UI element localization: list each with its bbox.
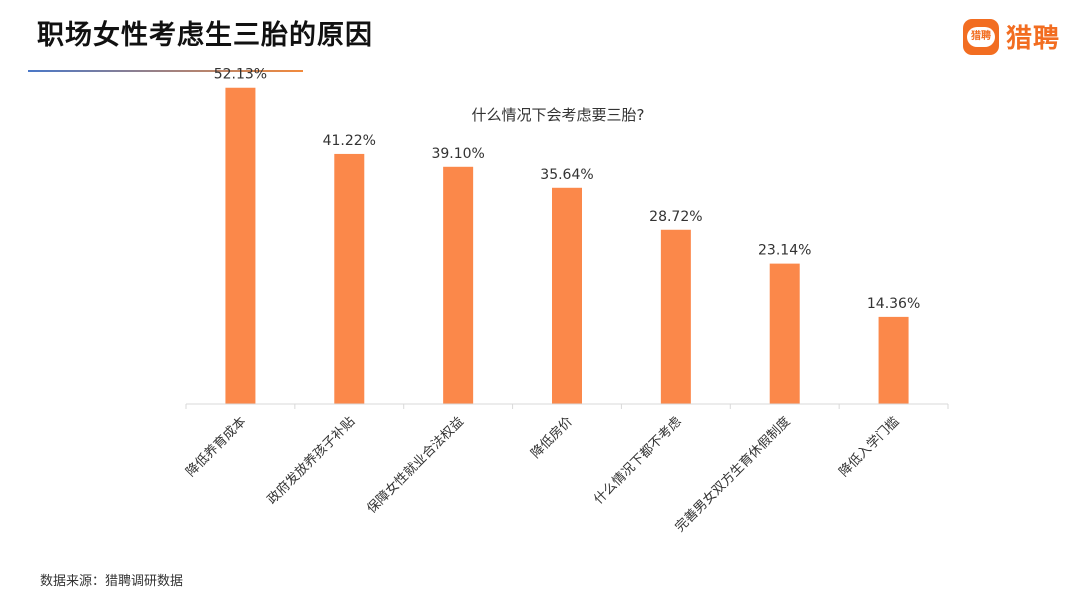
bar [552,187,582,404]
category-label: 降低养育成本 [183,414,249,480]
bar-value-label: 39.10% [431,146,484,162]
bar [878,316,909,404]
category-label: 政府发放养孩子补贴 [264,414,358,508]
category-label: 完善男女双方生育休假制度 [672,414,794,536]
category-label: 降低房价 [528,414,576,462]
source-note: 数据来源：猎聘调研数据 [40,574,184,589]
bar [334,153,365,404]
bars-layer [225,87,909,405]
brand-badge-icon: 猎聘 [962,18,999,55]
bar-value-label: 41.22% [323,133,376,149]
bar-value-label: 23.14% [758,243,811,259]
category-label: 什么情况下都不考虑 [591,414,684,507]
bar [225,87,256,405]
x-axis-ticks [185,404,949,409]
bar-value-label: 14.36% [867,296,920,312]
category-labels-layer: 降低养育成本 政府发放养孩子补贴 保障女性就业合法权益 降低房价 什么情况下都不考虑完善… [183,414,903,536]
chart-title: 什么情况下会考虑要三胎? [472,106,645,124]
bar-chart: 什么情况下会考虑要三胎? 52.13% 41.22% 39.10% 35.64% 28.… [183,67,949,536]
bar [769,263,800,404]
page-title: 职场女性考虑生三胎的原因 [37,20,373,51]
category-label: 降低入学门槛 [836,414,902,480]
title-underline [28,70,303,72]
brand-name: 猎聘 [1005,24,1060,54]
bar [443,166,474,404]
bar-value-label: 52.13% [214,67,267,83]
bar-value-label: 28.72% [649,209,702,225]
brand-logo: 猎聘 猎聘 [962,18,1060,55]
bar-value-label: 35.64% [540,167,593,183]
bar [660,229,691,404]
brand-badge-text: 猎聘 [966,26,995,47]
value-labels-layer: 52.13% 41.22% 39.10% 35.64% 28.72% 23.14% 14.3… [214,67,921,312]
category-label: 保障女性就业合法权益 [364,414,467,517]
